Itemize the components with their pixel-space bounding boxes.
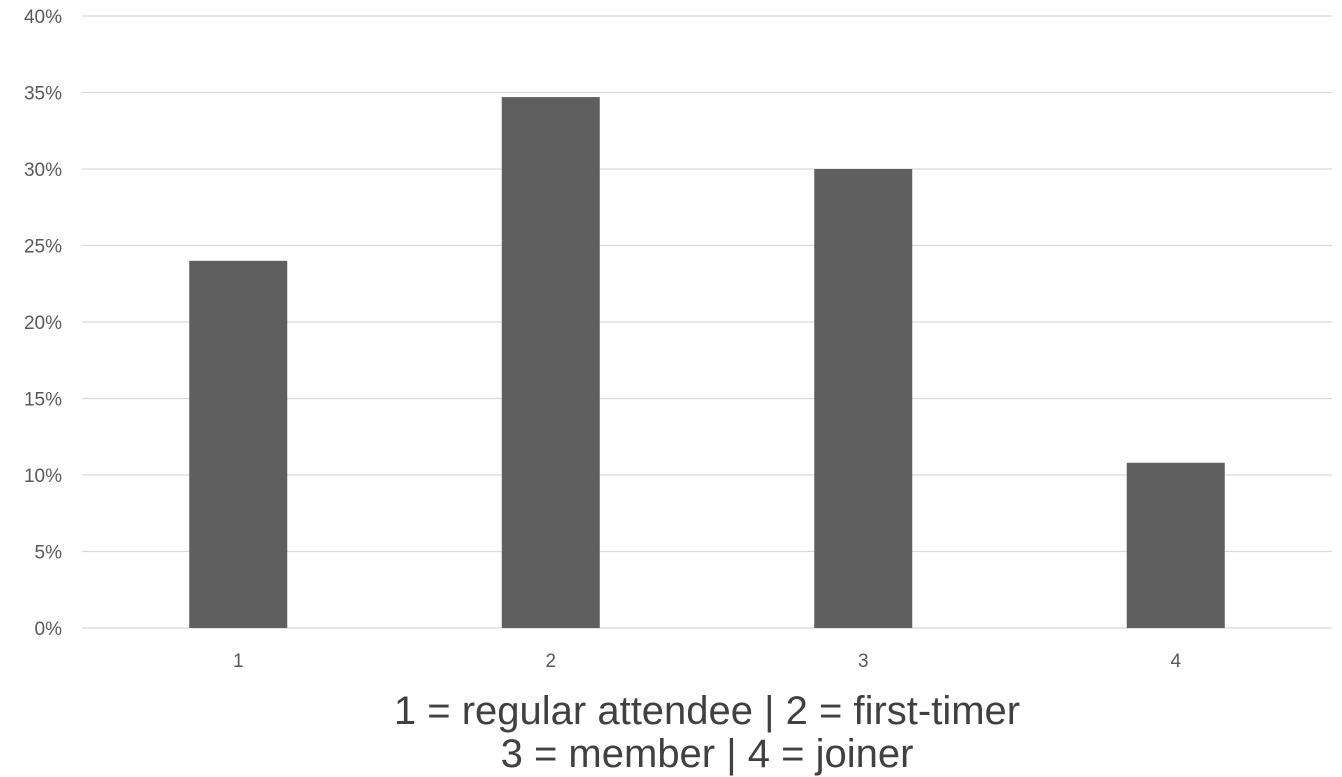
bar-2 [501,97,600,629]
y-tick-label: 15% [24,390,62,411]
y-tick-label: 25% [24,237,62,258]
x-tick-label: 4 [1170,651,1181,672]
y-tick-label: 0% [35,619,63,640]
category-key-line-1: 1 = regular attendee | 2 = first-timer [394,689,1020,733]
y-tick-label: 5% [35,543,63,564]
gridlines [82,15,1332,629]
y-axis-tick-labels: 0% 5% 10% 15% 20% 25% 30% 35% 40% [24,7,62,640]
x-tick-label: 1 [233,651,244,672]
y-tick-label: 20% [24,313,62,334]
bar-4 [1126,462,1225,628]
x-axis-category-labels: 1 2 3 4 [233,651,1182,672]
y-tick-label: 40% [24,7,62,28]
bar-1 [189,260,288,628]
y-tick-label: 35% [24,84,62,105]
bar-3 [814,169,913,628]
x-tick-label: 2 [545,651,556,672]
category-key-line-2: 3 = member | 4 = joiner [501,732,914,776]
bars [189,97,1225,629]
x-tick-label: 3 [858,651,869,672]
y-tick-label: 30% [24,160,62,181]
y-tick-label: 10% [24,466,62,487]
